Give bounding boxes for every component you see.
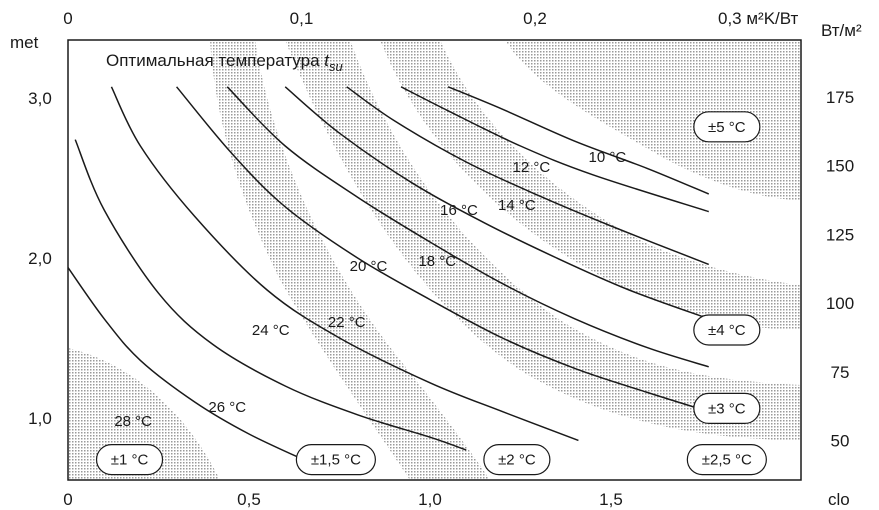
isotherm-curve-20c bbox=[176, 86, 709, 413]
y-right-tick-label-2: 100 bbox=[826, 294, 854, 313]
isotherm-label-18c: 18 °C bbox=[418, 253, 456, 270]
tolerance-label-3: ±2,5 °C bbox=[702, 452, 752, 469]
isotherm-curve-26c bbox=[67, 267, 311, 464]
isotherm-curve-14c bbox=[346, 86, 710, 266]
isotherm-curve-18c bbox=[226, 86, 709, 368]
tolerance-label-0: ±1 °C bbox=[111, 452, 149, 469]
tolerance-label-4: ±3 °C bbox=[708, 400, 746, 417]
tolerance-badge-6 bbox=[693, 111, 761, 143]
y-right-tick-label-3: 125 bbox=[826, 225, 854, 244]
tolerance-badge-2 bbox=[483, 444, 551, 476]
x-axis-label: clo bbox=[828, 490, 850, 509]
isotherm-curves bbox=[67, 86, 710, 464]
y-right-tick-label-0: 50 bbox=[831, 432, 850, 451]
plot-frame bbox=[67, 39, 802, 481]
isotherm-label-12c: 12 °C bbox=[513, 159, 551, 176]
isotherm-curve-22c bbox=[110, 86, 579, 442]
isotherm-label-24c: 24 °C bbox=[252, 322, 290, 339]
x-top-axis-label: 0,3 м²K/Вт bbox=[718, 9, 799, 28]
tolerance-label-2: ±2 °C bbox=[498, 452, 536, 469]
isotherm-labels: 28 °C 26 °C 24 °C 22 °C 20 °C 18 °C 16 °C 14 °C… bbox=[114, 149, 626, 430]
x-top-tick-label-2: 0,2 bbox=[523, 9, 547, 28]
tolerance-label-1: ±1,5 °C bbox=[311, 452, 361, 469]
y-right-axis-label: Вт/м² bbox=[821, 21, 862, 40]
chart-title: Оптимальная температура tsu bbox=[106, 51, 343, 74]
y-tick-label-1: 2,0 bbox=[28, 249, 52, 268]
chart-title-text: Оптимальная температура bbox=[106, 51, 324, 70]
x-top-tick-label-0: 0 bbox=[63, 9, 72, 28]
isotherm-label-20c: 20 °C bbox=[350, 258, 388, 275]
isotherm-label-22c: 22 °C bbox=[328, 314, 366, 331]
tolerance-label-5: ±4 °C bbox=[708, 322, 746, 339]
chart-title-var: t bbox=[324, 51, 330, 70]
y-tick-label-2: 3,0 bbox=[28, 89, 52, 108]
isotherm-curve-12c bbox=[400, 86, 709, 213]
isotherm-label-10c: 10 °C bbox=[589, 149, 627, 166]
x-tick-label-2: 1,0 bbox=[418, 490, 442, 509]
x-tick-label-0: 0 bbox=[63, 490, 72, 509]
zone-2-5c bbox=[210, 40, 490, 480]
x-tick-label-3: 1,5 bbox=[599, 490, 623, 509]
x-tick-label-1: 0,5 bbox=[237, 490, 261, 509]
isotherm-label-14c: 14 °C bbox=[498, 197, 536, 214]
isotherm-label-16c: 16 °C bbox=[440, 202, 478, 219]
isotherm-label-28c: 28 °C bbox=[114, 413, 152, 430]
zone-4c bbox=[380, 40, 801, 330]
isotherm-label-26c: 26 °C bbox=[208, 399, 246, 416]
isotherm-curve-16c bbox=[284, 86, 709, 320]
y-right-tick-label-1: 75 bbox=[831, 363, 850, 382]
y-right-tick-label-5: 175 bbox=[826, 88, 854, 107]
tolerance-badge-0 bbox=[95, 444, 164, 476]
isotherm-curve-24c bbox=[74, 139, 467, 451]
tolerance-badge-1 bbox=[295, 444, 376, 476]
y-tick-label-0: 1,0 bbox=[28, 409, 52, 428]
isotherm-curve-10c bbox=[447, 86, 710, 195]
tolerance-label-6: ±5 °C bbox=[708, 119, 746, 136]
x-top-tick-label-1: 0,1 bbox=[290, 9, 314, 28]
zone-5c bbox=[505, 40, 801, 200]
axis-ticks: 0 0,5 1,0 1,5 0 0,1 0,2 1,0 2,0 3,0 50 75 100 125 150 1… bbox=[28, 9, 854, 509]
tolerance-badge-4 bbox=[693, 392, 761, 424]
tolerance-badge-3 bbox=[686, 444, 767, 476]
tolerance-labels: ±1 °C ±1,5 °C ±2 °C ±2,5 °C ±3 °C ±4 °C ±5 °C bbox=[95, 111, 767, 476]
tolerance-badge-5 bbox=[693, 314, 761, 346]
y-right-tick-label-4: 150 bbox=[826, 157, 854, 176]
y-axis-label: met bbox=[10, 33, 39, 52]
chart-title-sub: su bbox=[329, 59, 343, 74]
